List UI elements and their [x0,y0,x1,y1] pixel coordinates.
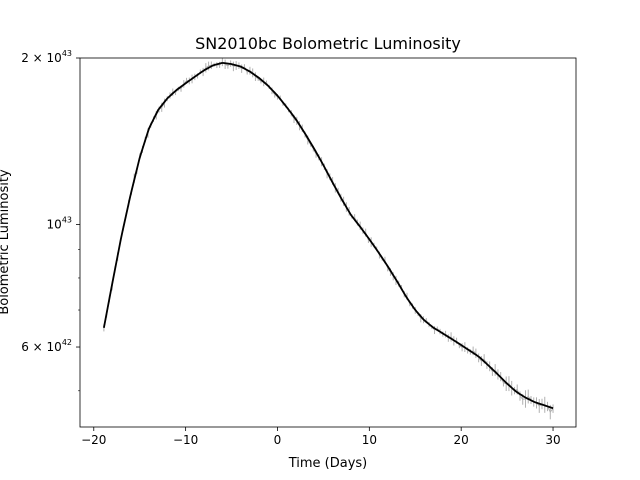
y-tick-base: 6 × 10 [21,340,62,354]
plot-frame [79,57,577,428]
x-tick-label: 30 [545,433,560,447]
x-tick-label: 10 [362,433,377,447]
y-tick-label: 1043 [47,215,72,231]
x-tick-label: 0 [274,433,282,447]
y-tick-base: 2 × 10 [21,51,62,65]
model-line [102,62,554,410]
x-tick-label: 20 [454,433,469,447]
y-tick-label: 2 × 1043 [21,49,72,65]
x-tick-label: −10 [173,433,198,447]
y-tick-exponent: 43 [62,215,72,224]
y-axis-title: Bolometric Luminosity [0,169,12,315]
y-tick-exponent: 43 [62,49,72,58]
x-tick-label: −20 [81,433,106,447]
y-tick-label: 6 × 1042 [21,338,72,354]
chart-title: SN2010bc Bolometric Luminosity [195,34,461,53]
noisy-data-line [103,61,554,413]
x-axis-title: Time (Days) [288,456,368,471]
noisy-data-series [103,58,554,420]
x-axis: −20 −10 0 10 20 30 [81,427,561,447]
y-tick-base: 10 [47,217,62,231]
y-tick-exponent: 42 [62,338,72,347]
